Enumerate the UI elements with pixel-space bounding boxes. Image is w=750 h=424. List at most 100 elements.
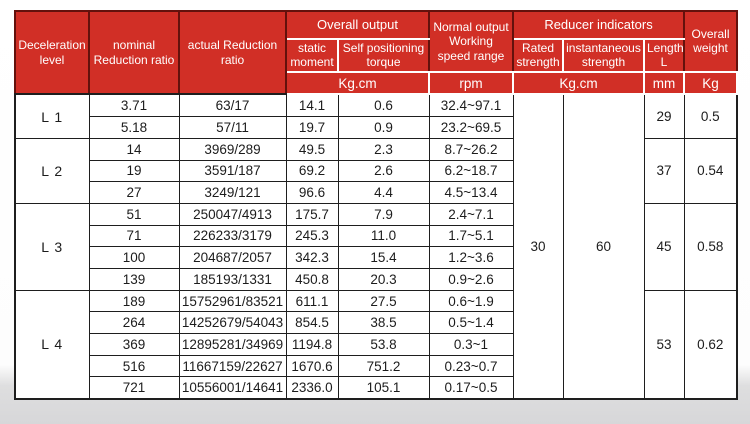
cell-weight: 0.5 bbox=[683, 93, 738, 139]
cell-torque: 751.2 bbox=[337, 354, 430, 378]
cell-static-moment: 854.5 bbox=[285, 311, 339, 335]
cell-speed-range: 1.2~3.6 bbox=[428, 246, 514, 269]
cell-torque: 2.6 bbox=[337, 159, 430, 183]
cell-static-moment: 1670.6 bbox=[285, 354, 339, 378]
cell-nominal-ratio: 264 bbox=[88, 311, 180, 335]
unit-reducer-kgcm: Kg.cm bbox=[512, 70, 645, 96]
cell-nominal-ratio: 5.18 bbox=[88, 116, 180, 139]
cell-static-moment: 96.6 bbox=[285, 181, 339, 204]
cell-torque: 20.3 bbox=[337, 267, 430, 291]
cell-torque: 53.8 bbox=[337, 333, 430, 356]
cell-nominal-ratio: 51 bbox=[88, 202, 180, 226]
row-label-l2: L 2 bbox=[14, 137, 90, 204]
cell-torque: 38.5 bbox=[337, 311, 430, 335]
header-actual-ratio: actual Reduction ratio bbox=[178, 9, 287, 96]
cell-actual-ratio: 204687/2057 bbox=[178, 246, 287, 269]
cell-static-moment: 2336.0 bbox=[285, 376, 339, 400]
cell-static-moment: 1194.8 bbox=[285, 333, 339, 356]
cell-length: 29 bbox=[643, 93, 685, 139]
cell-nominal-ratio: 19 bbox=[88, 159, 180, 183]
cell-speed-range: 2.4~7.1 bbox=[428, 202, 514, 226]
header-overall-output: Overall output bbox=[285, 10, 430, 40]
cell-speed-range: 32.4~97.1 bbox=[428, 93, 514, 118]
cell-nominal-ratio: 516 bbox=[88, 354, 180, 378]
header-normal-output: Normal output Working speed range bbox=[428, 10, 514, 73]
cell-static-moment: 49.5 bbox=[285, 137, 339, 161]
cell-actual-ratio: 57/11 bbox=[178, 116, 287, 139]
cell-static-moment: 245.3 bbox=[285, 224, 339, 248]
cell-nominal-ratio: 189 bbox=[88, 289, 180, 313]
cell-nominal-ratio: 139 bbox=[88, 267, 180, 291]
cell-static-moment: 450.8 bbox=[285, 267, 339, 291]
cell-speed-range: 0.3~1 bbox=[428, 333, 514, 356]
cell-actual-ratio: 12895281/34969 bbox=[178, 333, 287, 356]
cell-static-moment: 611.1 bbox=[285, 289, 339, 313]
cell-length: 53 bbox=[643, 289, 685, 400]
cell-speed-range: 8.7~26.2 bbox=[428, 137, 514, 161]
cell-length: 37 bbox=[643, 137, 685, 204]
cell-nominal-ratio: 100 bbox=[88, 246, 180, 269]
cell-speed-range: 0.6~1.9 bbox=[428, 289, 514, 313]
cell-torque: 4.4 bbox=[337, 181, 430, 204]
cell-torque: 2.3 bbox=[337, 137, 430, 161]
header-static-moment: static moment bbox=[285, 38, 339, 73]
cell-weight: 0.58 bbox=[683, 202, 738, 291]
unit-output-kgcm: Kg.cm bbox=[285, 70, 430, 96]
cell-speed-range: 4.5~13.4 bbox=[428, 181, 514, 204]
cell-actual-ratio: 226233/3179 bbox=[178, 224, 287, 248]
cell-torque: 0.6 bbox=[337, 93, 430, 118]
cell-speed-range: 1.7~5.1 bbox=[428, 224, 514, 248]
cell-length: 45 bbox=[643, 202, 685, 291]
cell-speed-range: 0.17~0.5 bbox=[428, 376, 514, 400]
cell-static-moment: 69.2 bbox=[285, 159, 339, 183]
cell-speed-range: 0.9~2.6 bbox=[428, 267, 514, 291]
cell-nominal-ratio: 369 bbox=[88, 333, 180, 356]
cell-weight: 0.54 bbox=[683, 137, 738, 204]
header-instantaneous-strength: instantaneous strength bbox=[562, 38, 645, 73]
cell-actual-ratio: 3969/289 bbox=[178, 137, 287, 161]
cell-actual-ratio: 185193/1331 bbox=[178, 267, 287, 291]
header-length-l: Length L bbox=[642, 38, 686, 73]
cell-torque: 105.1 bbox=[337, 376, 430, 400]
cell-actual-ratio: 250047/4913 bbox=[178, 202, 287, 226]
cell-actual-ratio: 11667159/22627 bbox=[178, 354, 287, 378]
cell-static-moment: 14.1 bbox=[285, 93, 339, 118]
cell-nominal-ratio: 3.71 bbox=[88, 93, 180, 118]
cell-rated-strength: 30 bbox=[512, 93, 564, 400]
cell-static-moment: 175.7 bbox=[285, 202, 339, 226]
cell-actual-ratio: 63/17 bbox=[178, 93, 287, 118]
header-nominal-ratio: nominal Reduction ratio bbox=[88, 9, 180, 96]
cell-actual-ratio: 3591/187 bbox=[178, 159, 287, 183]
unit-rpm: rpm bbox=[428, 70, 514, 96]
cell-torque: 0.9 bbox=[337, 116, 430, 139]
unit-kg: Kg bbox=[683, 70, 739, 96]
cell-static-moment: 342.3 bbox=[285, 246, 339, 269]
header-rated-strength: Rated strength bbox=[512, 38, 564, 73]
cell-static-moment: 19.7 bbox=[285, 116, 339, 139]
cell-torque: 7.9 bbox=[337, 202, 430, 226]
row-label-l4: L 4 bbox=[14, 289, 90, 400]
cell-speed-range: 0.23~0.7 bbox=[428, 354, 514, 378]
cell-weight: 0.62 bbox=[683, 289, 738, 400]
cell-nominal-ratio: 721 bbox=[88, 376, 180, 400]
header-self-positioning-torque: Self positioning torque bbox=[337, 38, 430, 73]
cell-actual-ratio: 15752961/83521 bbox=[178, 289, 287, 313]
cell-torque: 15.4 bbox=[337, 246, 430, 269]
cell-actual-ratio: 14252679/54043 bbox=[178, 311, 287, 335]
cell-instantaneous-strength: 60 bbox=[562, 93, 645, 400]
cell-torque: 27.5 bbox=[337, 289, 430, 313]
cell-nominal-ratio: 71 bbox=[88, 224, 180, 248]
cell-nominal-ratio: 14 bbox=[88, 137, 180, 161]
cell-nominal-ratio: 27 bbox=[88, 181, 180, 204]
cell-torque: 11.0 bbox=[337, 224, 430, 248]
cell-actual-ratio: 3249/121 bbox=[178, 181, 287, 204]
cell-speed-range: 6.2~18.7 bbox=[428, 159, 514, 183]
cell-speed-range: 0.5~1.4 bbox=[428, 311, 514, 335]
cell-speed-range: 23.2~69.5 bbox=[428, 116, 514, 139]
reducer-spec-table: Deceleration level nominal Reduction rat… bbox=[14, 9, 739, 401]
header-overall-weight: Overall weight bbox=[683, 10, 739, 73]
header-reducer-indicators: Reducer indicators bbox=[511, 10, 686, 40]
row-label-l1: L 1 bbox=[14, 93, 90, 139]
row-label-l3: L 3 bbox=[14, 202, 90, 291]
